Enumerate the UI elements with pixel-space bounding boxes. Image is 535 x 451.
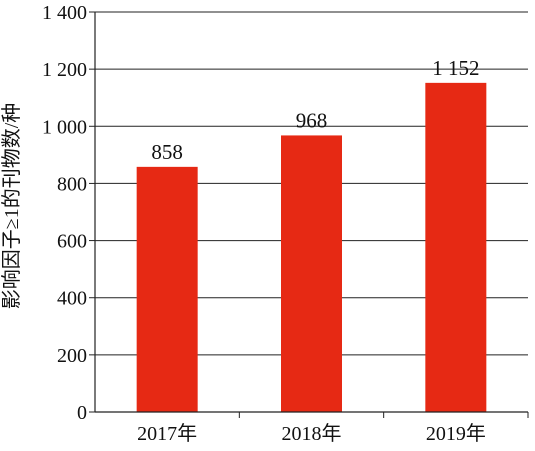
x-category-label: 2019年 — [426, 422, 486, 445]
bar-data-label: 1 152 — [432, 56, 479, 80]
x-category-label: 2018年 — [282, 422, 342, 445]
axes — [89, 11, 529, 418]
y-tick-label: 600 — [57, 231, 87, 253]
y-axis-title: 影响因子≥1的刊物数/种 — [0, 103, 23, 310]
y-tick-label: 400 — [57, 288, 87, 310]
y-tick-label: 1 400 — [42, 2, 87, 24]
bars — [136, 82, 487, 412]
y-tick-label: 0 — [77, 402, 87, 424]
labels: 0 200 400 600 800 1 000 1 200 1 400 858 2017年 968 2… — [42, 2, 486, 445]
y-tick-label: 1 200 — [42, 59, 87, 81]
bar-data-label: 858 — [151, 140, 183, 164]
x-category-label: 2017年 — [137, 422, 197, 445]
bar-data-label: 968 — [296, 108, 328, 132]
y-tick-label: 800 — [57, 173, 87, 195]
y-tick-label: 200 — [57, 345, 87, 367]
bar — [425, 82, 487, 412]
bar — [281, 135, 342, 412]
y-tick-label: 1 000 — [42, 116, 87, 138]
bar — [136, 166, 198, 412]
